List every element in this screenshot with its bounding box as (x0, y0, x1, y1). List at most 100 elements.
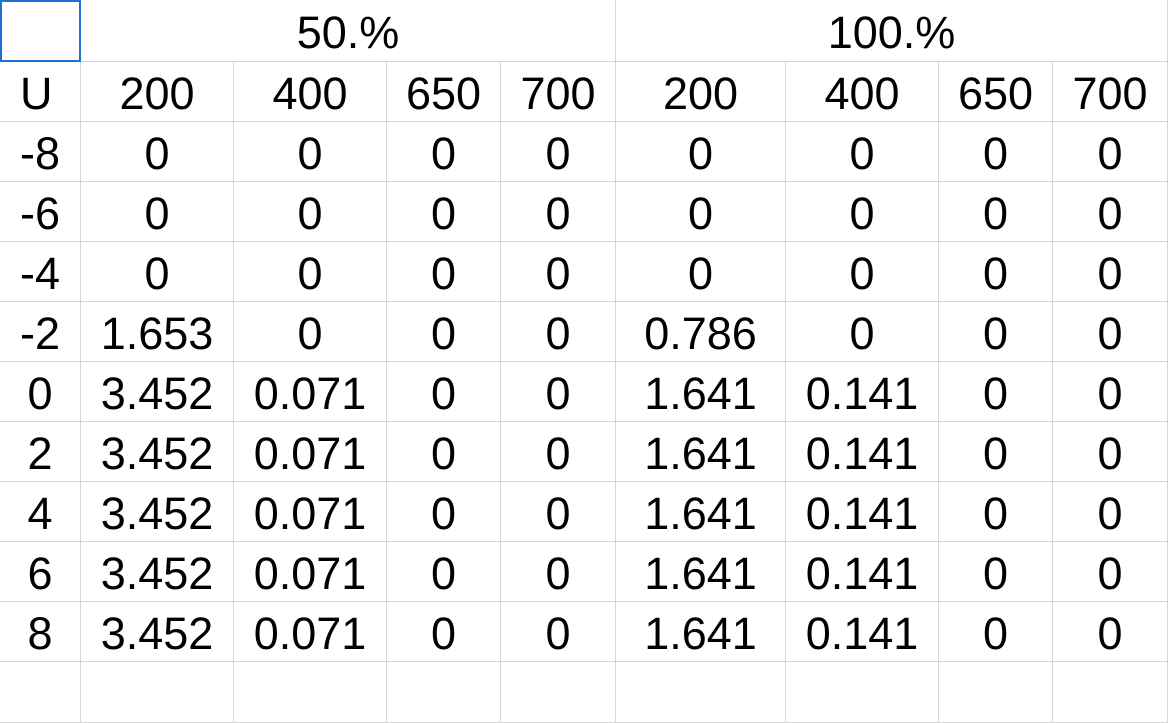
table-cell[interactable]: 0 (786, 302, 939, 362)
table-cell[interactable]: 0 (501, 302, 616, 362)
table-cell[interactable]: 0 (1053, 122, 1168, 182)
table-cell[interactable]: 0 (1053, 602, 1168, 662)
table-cell[interactable]: 0 (939, 362, 1053, 422)
row-header-label[interactable]: U (0, 62, 81, 122)
table-cell[interactable]: 0 (387, 362, 501, 422)
table-cell[interactable]: 0 (1053, 422, 1168, 482)
empty-cell[interactable] (939, 662, 1053, 723)
empty-cell[interactable] (616, 662, 786, 723)
table-cell[interactable]: 0 (616, 122, 786, 182)
table-cell[interactable]: 0 (1053, 302, 1168, 362)
table-cell[interactable]: 0 (939, 602, 1053, 662)
empty-cell[interactable] (387, 662, 501, 723)
table-cell[interactable]: 0.071 (234, 362, 387, 422)
table-cell[interactable]: 0 (939, 542, 1053, 602)
table-cell[interactable]: 0 (387, 302, 501, 362)
table-cell[interactable]: 0 (234, 182, 387, 242)
table-cell[interactable]: 0 (786, 242, 939, 302)
table-cell[interactable]: 1.641 (616, 362, 786, 422)
table-cell[interactable]: 0 (387, 422, 501, 482)
empty-cell[interactable] (0, 662, 81, 723)
table-cell[interactable]: 0 (616, 242, 786, 302)
table-cell[interactable]: 0 (234, 302, 387, 362)
table-cell[interactable]: 0 (939, 182, 1053, 242)
column-label[interactable]: 700 (1053, 62, 1168, 122)
table-cell[interactable]: 3.452 (81, 602, 234, 662)
table-cell[interactable]: 0 (501, 602, 616, 662)
row-u-value[interactable]: -4 (0, 242, 81, 302)
empty-cell[interactable] (81, 662, 234, 723)
row-u-value[interactable]: 0 (0, 362, 81, 422)
column-label[interactable]: 650 (939, 62, 1053, 122)
column-label[interactable]: 200 (81, 62, 234, 122)
table-cell[interactable]: 0.141 (786, 542, 939, 602)
table-cell[interactable]: 0 (501, 182, 616, 242)
group-header-50[interactable]: 50.% (81, 0, 616, 62)
table-cell[interactable]: 0.071 (234, 602, 387, 662)
row-u-value[interactable]: -8 (0, 122, 81, 182)
empty-cell[interactable] (786, 662, 939, 723)
row-u-value[interactable]: 2 (0, 422, 81, 482)
table-cell[interactable]: 0.141 (786, 482, 939, 542)
table-cell[interactable]: 0 (616, 182, 786, 242)
table-cell[interactable]: 1.641 (616, 422, 786, 482)
table-cell[interactable]: 0 (501, 362, 616, 422)
table-cell[interactable]: 0.071 (234, 422, 387, 482)
table-cell[interactable]: 0 (501, 422, 616, 482)
row-u-value[interactable]: -6 (0, 182, 81, 242)
table-cell[interactable]: 0 (81, 242, 234, 302)
cell-corner[interactable] (0, 0, 81, 62)
table-cell[interactable]: 0.141 (786, 362, 939, 422)
table-cell[interactable]: 0 (501, 482, 616, 542)
column-label[interactable]: 200 (616, 62, 786, 122)
column-label[interactable]: 700 (501, 62, 616, 122)
table-cell[interactable]: 0 (501, 122, 616, 182)
table-cell[interactable]: 0 (234, 242, 387, 302)
table-cell[interactable]: 0 (81, 122, 234, 182)
table-cell[interactable]: 0 (1053, 482, 1168, 542)
table-cell[interactable]: 0 (501, 242, 616, 302)
table-cell[interactable]: 3.452 (81, 422, 234, 482)
table-cell[interactable]: 0.071 (234, 482, 387, 542)
table-cell[interactable]: 0 (387, 182, 501, 242)
empty-cell[interactable] (234, 662, 387, 723)
table-cell[interactable]: 0 (1053, 542, 1168, 602)
empty-cell[interactable] (1053, 662, 1168, 723)
table-cell[interactable]: 0 (939, 422, 1053, 482)
column-label[interactable]: 400 (786, 62, 939, 122)
row-u-value[interactable]: 8 (0, 602, 81, 662)
column-label[interactable]: 400 (234, 62, 387, 122)
table-cell[interactable]: 3.452 (81, 542, 234, 602)
table-cell[interactable]: 0 (387, 602, 501, 662)
table-cell[interactable]: 1.641 (616, 482, 786, 542)
table-cell[interactable]: 0 (387, 542, 501, 602)
column-label[interactable]: 650 (387, 62, 501, 122)
empty-cell[interactable] (501, 662, 616, 723)
table-cell[interactable]: 0 (786, 122, 939, 182)
table-cell[interactable]: 0 (387, 242, 501, 302)
table-cell[interactable]: 3.452 (81, 482, 234, 542)
table-cell[interactable]: 0.141 (786, 422, 939, 482)
table-cell[interactable]: 0 (234, 122, 387, 182)
table-cell[interactable]: 0 (81, 182, 234, 242)
group-header-100[interactable]: 100.% (616, 0, 1168, 62)
table-cell[interactable]: 0 (939, 122, 1053, 182)
row-u-value[interactable]: 6 (0, 542, 81, 602)
row-u-value[interactable]: 4 (0, 482, 81, 542)
table-cell[interactable]: 0 (387, 122, 501, 182)
table-cell[interactable]: 0 (939, 242, 1053, 302)
table-cell[interactable]: 0 (786, 182, 939, 242)
table-cell[interactable]: 3.452 (81, 362, 234, 422)
table-cell[interactable]: 1.641 (616, 542, 786, 602)
table-cell[interactable]: 0.071 (234, 542, 387, 602)
table-cell[interactable]: 0 (939, 482, 1053, 542)
table-cell[interactable]: 0.786 (616, 302, 786, 362)
table-cell[interactable]: 0 (1053, 362, 1168, 422)
table-cell[interactable]: 1.641 (616, 602, 786, 662)
table-cell[interactable]: 0 (1053, 182, 1168, 242)
table-cell[interactable]: 0.141 (786, 602, 939, 662)
table-cell[interactable]: 0 (387, 482, 501, 542)
table-cell[interactable]: 0 (1053, 242, 1168, 302)
table-cell[interactable]: 0 (939, 302, 1053, 362)
table-cell[interactable]: 0 (501, 542, 616, 602)
